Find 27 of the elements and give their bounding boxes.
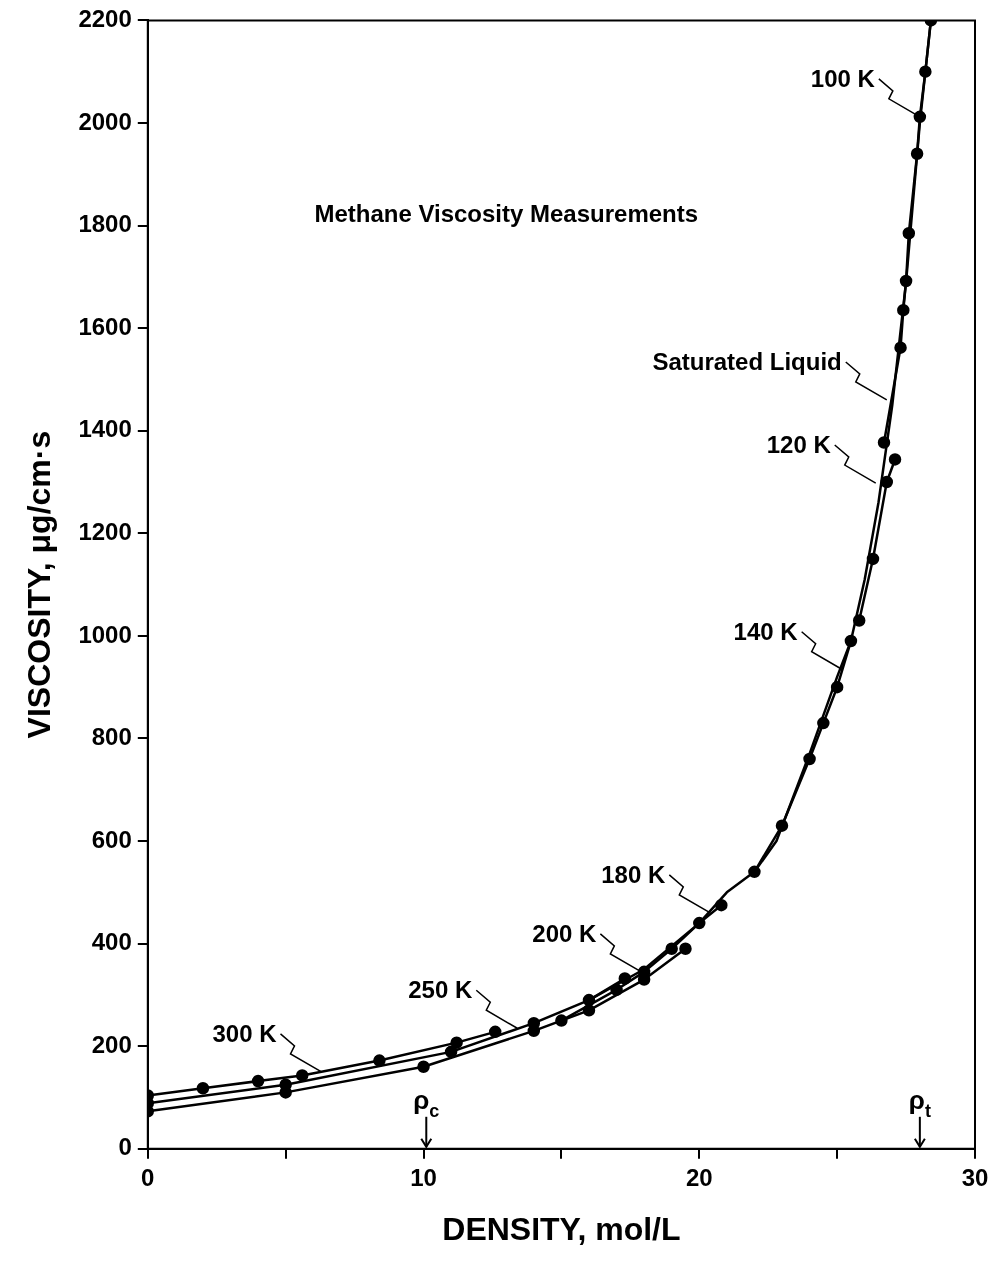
annotation: 100 K [810, 64, 876, 92]
y-tick-label: 1400 [78, 415, 132, 443]
y-axis-title: VISCOSITY, μg/cm·s [21, 430, 58, 739]
y-tick-label: 2200 [78, 5, 132, 33]
y-tick-label: 0 [118, 1133, 132, 1161]
y-tick-label: 400 [91, 928, 132, 956]
x-tick-label: 0 [141, 1163, 155, 1191]
annotation: 180 K [601, 860, 666, 888]
y-tick-label: 600 [91, 825, 132, 853]
annotation: Saturated Liquid [652, 347, 842, 375]
x-tick-label: 20 [685, 1163, 713, 1191]
annotation: 250 K [408, 976, 473, 1004]
annotation: 140 K [733, 617, 799, 645]
y-tick-label: 1800 [78, 210, 132, 238]
text: Methane Viscosity Measurements [314, 199, 699, 227]
y-tick-label: 1000 [78, 620, 132, 648]
y-tick-label: 1600 [78, 312, 132, 340]
y-tick-label: 800 [91, 723, 132, 751]
y-tick-label: 1200 [78, 517, 132, 545]
x-tick-label: 30 [961, 1163, 989, 1191]
y-tick-label: 2000 [78, 107, 132, 135]
annotation: 120 K [766, 431, 832, 459]
x-axis-title: DENSITY, mol/L [442, 1210, 681, 1247]
annotation: 300 K [212, 1019, 278, 1047]
annotation: 200 K [532, 919, 598, 947]
x-tick-label: 10 [410, 1163, 437, 1191]
y-tick-label: 200 [91, 1030, 132, 1058]
